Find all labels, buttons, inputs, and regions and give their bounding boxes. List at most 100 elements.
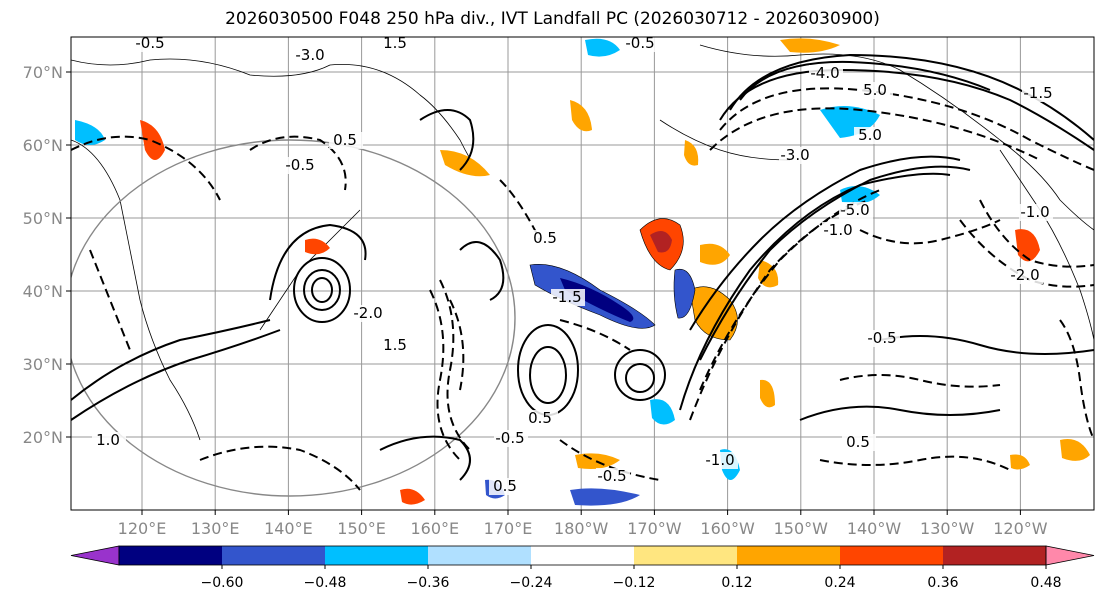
- contour-label-bg: [284, 157, 318, 174]
- colorbar-tick-label: −0.36: [407, 575, 450, 591]
- contour-label-bg: [489, 478, 523, 495]
- contour-label-bg: [809, 65, 843, 82]
- colorbar-tick-label: 0.48: [1030, 575, 1061, 591]
- contour-label-bg: [822, 222, 856, 239]
- contour-label-bg: [524, 410, 558, 427]
- shade-patch: [305, 238, 330, 255]
- contour-label-bg: [529, 230, 563, 247]
- lon-tick-label: 140°E: [264, 519, 313, 538]
- lat-tick-label: 70°N: [23, 63, 63, 82]
- contour-label: 1.5: [383, 34, 407, 52]
- contour-label-bg: [1009, 267, 1043, 284]
- shade-patch: [650, 399, 675, 425]
- shade-patch: [673, 268, 696, 319]
- shade-patch: [400, 488, 425, 505]
- contour-label: 5.0: [858, 126, 882, 144]
- contour-label: -3.0: [295, 46, 324, 64]
- contour-label: -1.5: [552, 288, 581, 306]
- shade-patch: [1015, 229, 1040, 262]
- shade-patch: [570, 488, 640, 506]
- shade-patch: [570, 100, 592, 132]
- contour-label: 1.5: [383, 336, 407, 354]
- contour-label: -0.5: [285, 156, 314, 174]
- contour-label: -0.5: [597, 467, 626, 485]
- colorbar-tick-label: 0.24: [824, 575, 855, 591]
- great-circle: [71, 139, 516, 497]
- lon-tick-label: 170°W: [627, 519, 682, 538]
- lat-tick-label: 40°N: [23, 282, 63, 301]
- colorbar-segment: [428, 546, 532, 565]
- lon-tick-label: 160°E: [410, 519, 459, 538]
- divergence-shading: [75, 38, 1090, 506]
- contour-label: 0.5: [333, 131, 357, 149]
- contour-label-bg: [134, 37, 168, 52]
- contour-label: -2.0: [353, 304, 382, 322]
- lon-tick-label: 120°W: [993, 519, 1048, 538]
- shade-patch: [75, 120, 105, 145]
- lon-tick-label: 150°E: [337, 519, 386, 538]
- contour-label: 0.5: [533, 229, 557, 247]
- colorbar-tick-label: 0.36: [927, 575, 958, 591]
- lat-tick-label: 30°N: [23, 355, 63, 374]
- colorbar-tick-label: −0.48: [304, 575, 347, 591]
- contour-labels: -0.5-0.50.51.5-3.0-4.05.05.0-5.0-3.0-1.0…: [92, 34, 1056, 495]
- contour-label-bg: [624, 37, 658, 52]
- colorbar-extend-max: [1045, 545, 1095, 566]
- contour-label: -1.0: [823, 221, 852, 239]
- lon-tick-label: 160°W: [700, 519, 755, 538]
- contour-label: -0.5: [135, 34, 164, 52]
- colorbar-segment: [222, 546, 326, 565]
- colorbar-tick-label: −0.24: [510, 575, 553, 591]
- lon-tick-label: 140°W: [847, 519, 902, 538]
- contour-label-bg: [379, 37, 413, 52]
- contour-label: -0.5: [625, 34, 654, 52]
- contour-label: 1.0: [96, 431, 120, 449]
- colorbar-segment: [119, 546, 223, 565]
- colorbar-tick-label: −0.60: [201, 575, 244, 591]
- contour-label-bg: [551, 289, 585, 306]
- contour-label-bg: [494, 430, 528, 447]
- contour-label: 0.5: [493, 477, 517, 495]
- shade-patch: [1060, 439, 1090, 461]
- contour-label: 0.5: [846, 433, 870, 451]
- shade-patch: [650, 231, 672, 253]
- contour-label-bg: [596, 468, 630, 485]
- contour-label-bg: [294, 47, 328, 64]
- contour-label: -1.0: [705, 451, 734, 469]
- colorbar-tick-label: 0.12: [721, 575, 752, 591]
- colorbar-frame: [118, 545, 1047, 566]
- lon-tick-label: 120°E: [118, 519, 167, 538]
- contour-label-bg: [859, 82, 893, 99]
- contour-label: -1.0: [1020, 203, 1049, 221]
- colorbar-extend-min: [70, 545, 120, 566]
- contour-label: -3.0: [780, 146, 809, 164]
- lon-tick-label: 170°E: [484, 519, 533, 538]
- lon-tick-label: 130°E: [191, 519, 240, 538]
- shade-patch: [585, 38, 620, 57]
- contour-label-bg: [704, 452, 738, 469]
- shade-patch: [700, 243, 730, 265]
- colorbar-segment: [943, 546, 1047, 565]
- colorbar-segment: [531, 546, 635, 565]
- contour-label-bg: [842, 434, 876, 451]
- colorbar: −0.60 −0.48 −0.36 −0.24 −0.12 0.12 0.24 0.36 0.4…: [70, 545, 1095, 591]
- contour-label-bg: [92, 432, 126, 449]
- contour-label-bg: [352, 305, 386, 322]
- contour-label: -4.0: [810, 64, 839, 82]
- lon-tick-label: 180°W: [554, 519, 609, 538]
- shade-patch: [684, 140, 699, 166]
- map-title: 2026030500 F048 250 hPa div., IVT Landfa…: [225, 9, 880, 29]
- contour-label: -0.5: [495, 429, 524, 447]
- contour-label: -5.0: [840, 201, 869, 219]
- contour-label-bg: [779, 147, 813, 164]
- colorbar-segment: [840, 546, 944, 565]
- colorbar-segment: [737, 546, 841, 565]
- map-frame: [70, 36, 1095, 511]
- contour-label-bg: [379, 337, 413, 354]
- lat-tick-label: 60°N: [23, 136, 63, 155]
- contour-label-bg: [329, 132, 363, 149]
- contour-label-bg: [866, 330, 900, 347]
- shade-patch: [780, 38, 840, 53]
- contour-label: -0.5: [867, 329, 896, 347]
- contour-label-bg: [1019, 204, 1053, 221]
